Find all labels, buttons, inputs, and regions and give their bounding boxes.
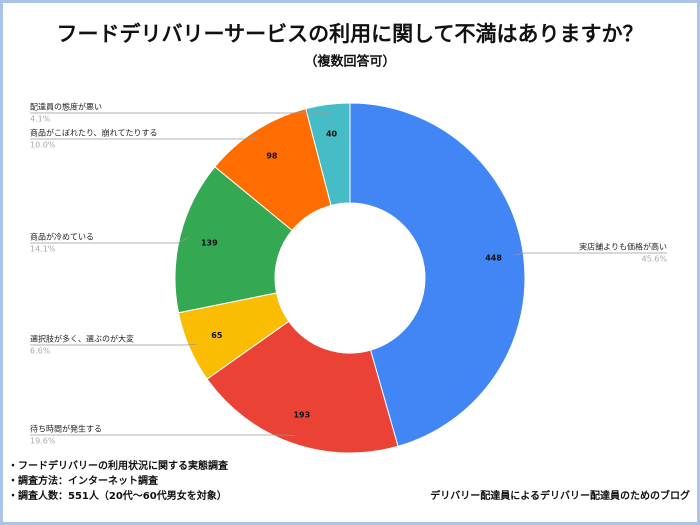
note: ・調査人数：551人（20代〜60代男女を対象） bbox=[8, 489, 227, 502]
chart-title: フードデリバリーサービスの利用に関して不満はありますか？ bbox=[57, 22, 644, 46]
credit: デリバリー配達員によるデリバリー配達員のためのブログ bbox=[430, 489, 690, 502]
segment bbox=[349, 102, 526, 447]
value-label: 98 bbox=[266, 151, 278, 160]
percent-label: 4.1% bbox=[30, 115, 51, 124]
category-label: 待ち時間が発生する bbox=[30, 424, 102, 434]
percent-label: 14.1% bbox=[30, 245, 56, 254]
category-label: 実店舗よりも価格が高い bbox=[579, 242, 667, 252]
leader-line bbox=[30, 343, 197, 346]
segment bbox=[206, 320, 399, 454]
note: ・調査方法：インターネット調査 bbox=[8, 474, 159, 487]
percent-label: 45.6% bbox=[642, 255, 668, 264]
segment bbox=[174, 166, 293, 314]
segment bbox=[305, 102, 351, 207]
category-label: 商品がこぼれたり、崩れてたりする bbox=[30, 128, 157, 138]
value-label: 65 bbox=[211, 331, 223, 340]
percent-label: 6.6% bbox=[30, 347, 51, 356]
category-label: 選択肢が多く、選ぶのが大変 bbox=[30, 334, 134, 344]
chart-subtitle: （複数回答可） bbox=[304, 54, 395, 70]
leader-line bbox=[515, 252, 667, 256]
value-label: 139 bbox=[201, 238, 218, 247]
leader-line bbox=[30, 112, 329, 114]
value-label: 448 bbox=[485, 253, 502, 262]
value-label: 193 bbox=[293, 410, 310, 419]
category-label: 商品が冷めている bbox=[30, 232, 94, 242]
leader-line bbox=[30, 434, 295, 436]
category-label: 配達員の態度が悪い bbox=[30, 102, 102, 112]
value-label: 40 bbox=[326, 130, 338, 139]
leader-line bbox=[30, 136, 261, 140]
percent-label: 10.0% bbox=[30, 141, 56, 150]
percent-label: 19.6% bbox=[30, 437, 56, 446]
note: ・フードデリバリーの利用状況に関する実態調査 bbox=[8, 459, 229, 472]
leader-line bbox=[30, 237, 189, 244]
